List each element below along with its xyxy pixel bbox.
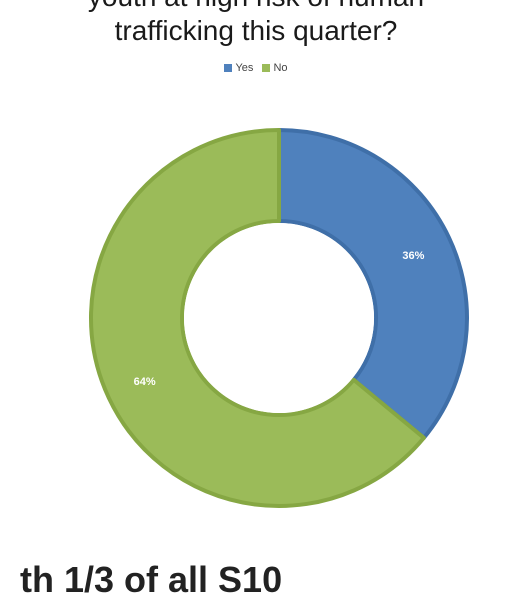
donut-slice-no [89, 128, 426, 508]
chart-title-line-2: trafficking this quarter? [114, 15, 398, 46]
legend-label-no: No [273, 62, 288, 74]
legend-label-yes: Yes [235, 62, 254, 74]
donut-hole [184, 223, 374, 413]
donut-slice-yes [277, 128, 469, 440]
data-label-yes: 36% [402, 250, 424, 262]
legend-item-no: No [262, 62, 288, 74]
legend-item-yes: Yes [224, 62, 253, 74]
bottom-partial-text: th 1/3 of all S10 [20, 559, 283, 600]
legend-swatch-yes [224, 64, 233, 72]
data-label-no: 64% [134, 376, 156, 388]
chart-title-line-1: youth at high risk of human [0, 0, 512, 14]
legend: Yes No [0, 62, 512, 75]
legend-swatch-no [262, 64, 271, 72]
donut-chart: 36% 64% [89, 128, 469, 508]
